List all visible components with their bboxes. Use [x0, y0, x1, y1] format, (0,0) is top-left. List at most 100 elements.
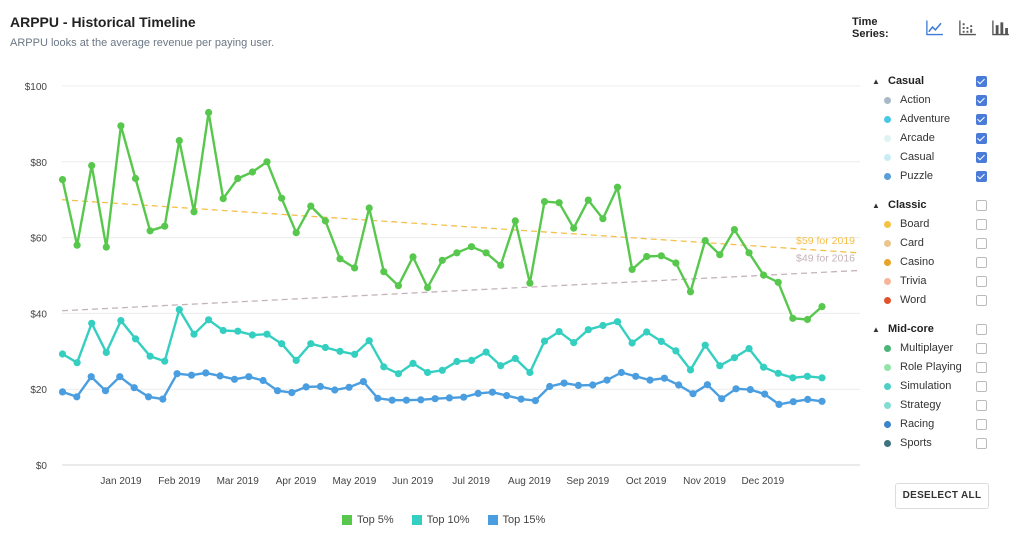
filter-item[interactable]: Strategy — [870, 396, 995, 415]
data-point — [131, 174, 140, 183]
filter-item-label: Word — [900, 294, 927, 306]
genre-color-dot — [884, 345, 891, 352]
filter-group-header[interactable]: ▲ Classic — [870, 196, 995, 215]
item-checkbox[interactable] — [976, 438, 987, 449]
data-point — [701, 237, 709, 245]
data-point — [144, 393, 153, 401]
filter-item[interactable]: Casual — [870, 148, 995, 167]
item-checkbox[interactable] — [976, 276, 987, 287]
data-point — [102, 348, 110, 356]
data-point — [657, 337, 665, 345]
group-checkbox[interactable] — [976, 200, 987, 211]
item-checkbox[interactable] — [976, 114, 987, 125]
data-point — [58, 176, 67, 184]
item-checkbox[interactable] — [976, 133, 987, 144]
data-point — [263, 158, 271, 166]
filter-group-header[interactable]: ▲ Casual — [870, 72, 995, 91]
data-point — [187, 371, 196, 379]
data-point — [672, 259, 680, 267]
item-checkbox[interactable] — [976, 257, 987, 268]
data-point — [775, 400, 783, 408]
data-point — [716, 251, 724, 259]
item-checkbox[interactable] — [976, 171, 987, 182]
filter-item[interactable]: Card — [870, 234, 995, 253]
data-point — [173, 370, 181, 378]
data-point — [531, 397, 540, 405]
group-checkbox[interactable] — [976, 76, 987, 87]
group-checkbox[interactable] — [976, 324, 987, 335]
filter-item[interactable]: Role Playing — [870, 358, 995, 377]
data-point — [248, 168, 256, 176]
genre-color-dot — [884, 154, 891, 161]
item-checkbox[interactable] — [976, 295, 987, 306]
data-point — [245, 373, 253, 381]
data-point — [219, 195, 227, 203]
genre-color-dot — [884, 240, 891, 247]
arppu-line-chart: $0 $20 $40 $60 $80 $100 Jan 2019 Feb 2019 Mar 20… — [25, 82, 860, 487]
legend-item-top15[interactable]: Top 15% — [487, 514, 545, 526]
item-checkbox[interactable] — [976, 381, 987, 392]
line-chart-icon[interactable] — [925, 19, 944, 37]
filter-item[interactable]: Sports — [870, 434, 995, 453]
filter-item[interactable]: Trivia — [870, 272, 995, 291]
data-point — [445, 394, 453, 402]
filter-group-label: Mid-core — [888, 323, 934, 335]
item-checkbox[interactable] — [976, 152, 987, 163]
data-point — [803, 315, 812, 324]
legend-item-top10[interactable]: Top 10% — [411, 514, 470, 526]
time-series-label: Time Series: — [852, 16, 889, 40]
collapse-caret-icon[interactable]: ▲ — [872, 325, 880, 334]
filter-item[interactable]: Action — [870, 91, 995, 110]
item-checkbox[interactable] — [976, 400, 987, 411]
filter-item-label: Arcade — [900, 132, 935, 144]
data-point — [613, 318, 622, 326]
filter-group-header[interactable]: ▲ Mid-core — [870, 320, 995, 339]
data-point — [497, 261, 505, 269]
x-tick-label: Apr 2019 — [276, 476, 317, 487]
filter-item[interactable]: Board — [870, 215, 995, 234]
data-point — [745, 249, 753, 257]
filter-item[interactable]: Racing — [870, 415, 995, 434]
bar-chart-icon[interactable] — [991, 19, 1010, 37]
data-point — [467, 243, 476, 251]
data-point — [555, 199, 563, 207]
filter-item[interactable]: Word — [870, 291, 995, 310]
filter-item[interactable]: Adventure — [870, 110, 995, 129]
data-point — [234, 174, 242, 183]
data-point — [660, 374, 669, 382]
data-point — [202, 369, 210, 377]
data-point — [584, 326, 592, 334]
item-checkbox[interactable] — [976, 219, 987, 230]
genre-color-dot — [884, 116, 891, 123]
data-point — [394, 282, 402, 290]
legend-item-top5[interactable]: Top 5% — [342, 514, 394, 526]
collapse-caret-icon[interactable]: ▲ — [872, 77, 880, 86]
deselect-all-button[interactable]: DESELECT ALL — [895, 483, 989, 509]
time-series-switcher: Time Series: — [852, 16, 1024, 40]
filter-item[interactable]: Arcade — [870, 129, 995, 148]
item-checkbox[interactable] — [976, 362, 987, 373]
filter-item-label: Action — [900, 94, 931, 106]
data-point — [503, 392, 511, 400]
data-point — [589, 381, 597, 389]
filter-item[interactable]: Casino — [870, 253, 995, 272]
trendline-label: $59 for 2019 — [796, 235, 855, 247]
data-point — [453, 249, 461, 257]
filter-item[interactable]: Multiplayer — [870, 339, 995, 358]
data-point — [526, 279, 534, 287]
collapse-caret-icon[interactable]: ▲ — [872, 201, 880, 210]
filter-item[interactable]: Puzzle — [870, 167, 995, 186]
item-checkbox[interactable] — [976, 419, 987, 430]
data-point — [761, 390, 769, 398]
data-point — [657, 252, 665, 260]
data-point — [219, 326, 227, 335]
data-point — [526, 368, 534, 377]
item-checkbox[interactable] — [976, 95, 987, 106]
dotted-bar-chart-icon[interactable] — [958, 19, 977, 37]
item-checkbox[interactable] — [976, 238, 987, 249]
filter-item-label: Card — [900, 237, 924, 249]
item-checkbox[interactable] — [976, 343, 987, 354]
filter-item[interactable]: Simulation — [870, 377, 995, 396]
data-point — [161, 357, 169, 365]
data-point — [646, 376, 654, 384]
